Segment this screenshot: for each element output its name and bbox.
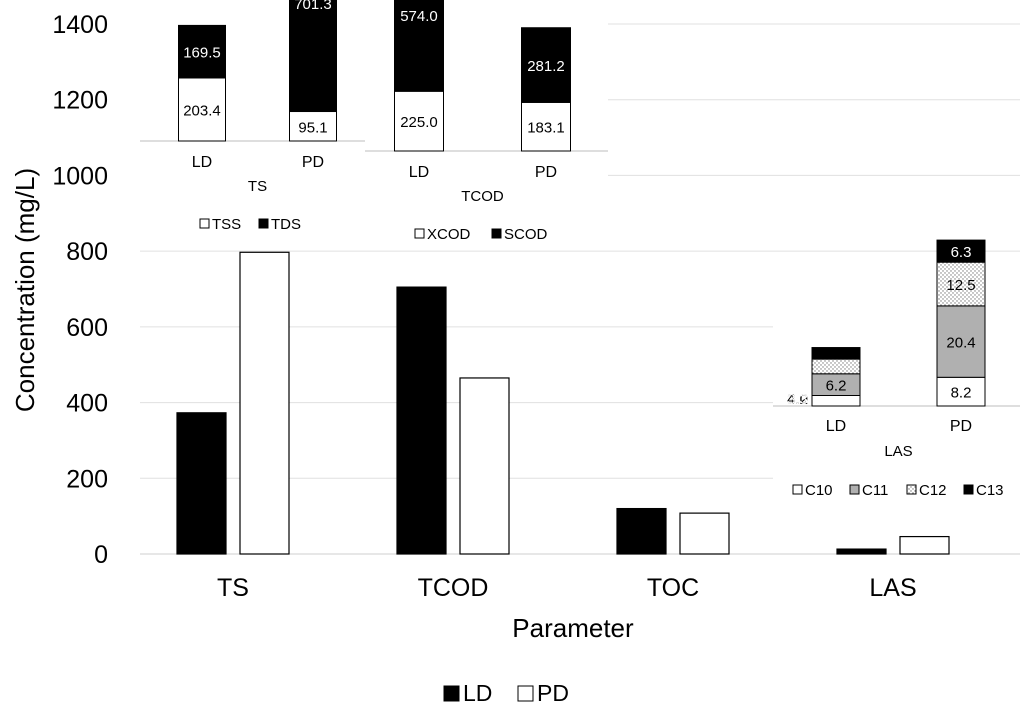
x-tick-label-tcod: TCOD — [418, 574, 489, 602]
inset-las-bar-ld-c13 — [811, 347, 861, 360]
inset-tcod-legend-label-xcod: XCOD — [427, 226, 471, 243]
y-tick-label-600: 600 — [66, 314, 108, 342]
inset-tcod-bar-pd-xcod — [521, 101, 571, 152]
y-tick-label-1000: 1000 — [52, 162, 108, 190]
inset-las-bar-ld-c12 — [811, 358, 861, 375]
inset-ts-bar-ld-tds — [178, 24, 226, 79]
bar-toc-pd — [679, 512, 730, 555]
inset-tcod-label-pd-scod: 281.2 — [527, 58, 565, 75]
inset-las-legend-swatch-c13 — [963, 484, 974, 495]
inset-ts-title: TS — [248, 178, 267, 195]
inset-las-bar-pd-c12 — [936, 261, 986, 307]
inset-las-bar-ld-c10 — [811, 395, 861, 407]
inset-las-label-pd-c11: 20.4 — [946, 335, 975, 352]
inset-las-label-pd-c12: 12.5 — [946, 277, 975, 294]
y-axis-title: Concentration (mg/L) — [10, 168, 40, 412]
x-tick-label-ts: TS — [217, 574, 249, 602]
legend-swatch-pd — [517, 685, 534, 702]
legend-swatch-ld — [443, 685, 460, 702]
inset-tcod-bar-pd-scod — [521, 27, 571, 103]
legend-label-ld: LD — [463, 680, 492, 706]
inset-las-legend-label-c10: C10 — [805, 482, 833, 499]
inset-las-label-pd-c13: 6.3 — [951, 244, 972, 261]
inset-las-label-ld-c11: 6.2 — [826, 378, 847, 395]
main-axis: Concentration (mg/L) Parameter 0 200 400 60… — [10, 11, 917, 643]
inset-tcod-label-ld-xcod: 225.0 — [400, 114, 438, 131]
inset-las-legend-label-c13: C13 — [976, 482, 1004, 499]
inset-tcod-label-pd-xcod: 183.1 — [527, 120, 565, 137]
x-tick-label-las: LAS — [869, 574, 916, 602]
bar-tcod-pd — [459, 377, 510, 555]
inset-ts-legend-label-tss: TSS — [212, 216, 241, 233]
main-legend: LD PD — [443, 680, 569, 706]
main-bars — [176, 251, 950, 555]
x-tick-label-toc: TOC — [647, 574, 699, 602]
inset-las-legend-label-c11: C11 — [862, 482, 888, 499]
y-tick-label-1400: 1400 — [52, 11, 108, 39]
inset-ts-category-pd: PD — [302, 154, 324, 171]
inset-ts-legend-swatch-tds — [258, 218, 269, 229]
inset-tcod-bar-ld-xcod — [394, 90, 444, 152]
inset-ts-bar-ld-tss — [178, 77, 226, 142]
inset-ts-bar-pd-tss — [289, 111, 337, 142]
bar-ts-pd — [239, 251, 290, 555]
inset-tcod-legend-label-scod: SCOD — [504, 226, 548, 243]
inset-las-legend-swatch-c11 — [849, 484, 860, 495]
inset-las-legend-label-c12: C12 — [919, 482, 947, 499]
y-tick-label-200: 200 — [66, 465, 108, 493]
y-tick-label-1200: 1200 — [52, 87, 108, 115]
legend-label-pd: PD — [537, 680, 569, 706]
inset-las-label-ld-c13: 3.3 — [787, 391, 808, 408]
bar-toc-ld — [616, 507, 667, 555]
inset-tcod-label-ld-scod: 574.0 — [400, 8, 438, 25]
inset-ts-legend-label-tds: TDS — [271, 216, 301, 233]
inset-tcod-legend-swatch-scod — [491, 228, 502, 239]
inset-las-category-ld: LD — [826, 418, 846, 435]
x-axis-title: Parameter — [512, 613, 634, 643]
inset-las-title: LAS — [884, 443, 912, 460]
inset-las-category-pd: PD — [950, 418, 972, 435]
bar-las-pd — [899, 535, 950, 555]
inset-ts-legend-swatch-tss — [199, 218, 210, 229]
inset-las-bar-pd-c11 — [936, 305, 986, 378]
inset-las-label-ld-c12: 4.2 — [787, 391, 808, 408]
inset-tcod-legend-swatch-xcod — [414, 228, 425, 239]
inset-las-label-pd-c10: 8.2 — [951, 385, 972, 402]
inset-tcod-bar-ld-scod — [394, 0, 444, 92]
inset-tcod-chart: 225.0 574.0 LD 183.1 281.2 PD TCOD XCOD SCOD — [365, 0, 608, 250]
bar-ts-ld — [176, 412, 227, 555]
inset-las-label-ld-c10: 3.0 — [787, 391, 808, 408]
bar-tcod-ld — [396, 286, 447, 555]
inset-ts-bar-pd-tds — [289, 0, 337, 113]
inset-ts-chart: 203.4 169.5 LD 95.1 701.3 PD TS TSS TDS — [140, 0, 365, 245]
y-tick-label-800: 800 — [66, 238, 108, 266]
inset-ts-category-ld: LD — [192, 154, 212, 171]
inset-tcod-category-pd: PD — [535, 164, 557, 181]
inset-ts-label-ld-tss: 203.4 — [183, 102, 221, 119]
y-tick-label-0: 0 — [94, 541, 108, 569]
inset-tcod-category-ld: LD — [409, 164, 429, 181]
inset-las-chart: 3.0 6.2 4.23.3 LD 8.2 20.4 12.5 6.3 PD LAS C10 C11 C… — [773, 239, 1020, 507]
inset-las-legend-swatch-c10 — [792, 484, 803, 495]
inset-las-legend-swatch-c12 — [906, 484, 917, 495]
y-tick-label-400: 400 — [66, 390, 108, 418]
inset-ts-label-pd-tds: 701.3 — [294, 0, 332, 13]
bar-las-ld — [836, 548, 887, 555]
inset-ts-label-pd-tss: 95.1 — [298, 119, 327, 136]
inset-tcod-title: TCOD — [461, 188, 504, 205]
inset-ts-label-ld-tds: 169.5 — [183, 45, 221, 62]
inset-las-bar-pd-c13 — [936, 239, 986, 263]
